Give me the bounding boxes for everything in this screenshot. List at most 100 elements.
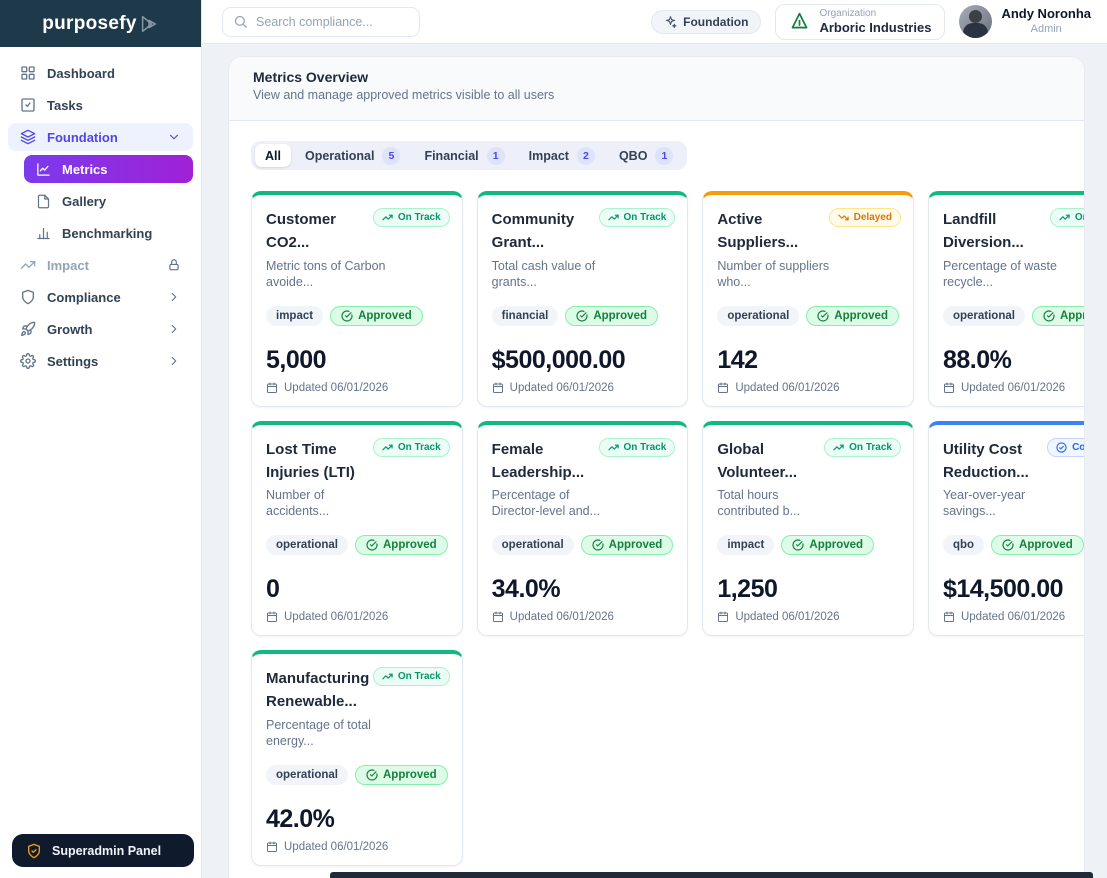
- metric-card[interactable]: Global Volunteer... On Track Total hours…: [702, 420, 914, 636]
- metric-card[interactable]: Customer CO2... On Track Metric tons of …: [251, 191, 463, 407]
- user-menu[interactable]: Andy Noronha Admin: [959, 5, 1095, 38]
- approved-badge: Approved: [354, 535, 448, 555]
- metric-title: Customer CO2...: [266, 211, 337, 252]
- sidebar-item-gallery[interactable]: Gallery: [24, 187, 193, 215]
- sidebar-item-label: Tasks: [47, 97, 83, 113]
- filter-tab[interactable]: QBO 1: [609, 144, 683, 167]
- approved-label: Approved: [1059, 309, 1085, 322]
- user-role: Admin: [1030, 23, 1062, 36]
- sidebar-item-label: Growth: [47, 321, 93, 337]
- approved-badge: Approved: [991, 535, 1084, 555]
- badge-check-icon: [792, 539, 804, 551]
- metric-description: Year-over-year savings...: [942, 488, 1026, 519]
- sidebar-item-foundation[interactable]: Foundation: [8, 123, 193, 151]
- status-badge: On Track: [372, 667, 450, 686]
- metric-card[interactable]: Lost Time Injuries (LTI) On Track Number…: [251, 420, 463, 636]
- sidebar-item-growth[interactable]: Growth: [8, 315, 193, 343]
- trend-up-icon: [833, 442, 844, 453]
- organization-name: Arboric Industries: [819, 19, 932, 35]
- approved-label: Approved: [358, 309, 412, 322]
- sidebar-item-dashboard[interactable]: Dashboard: [8, 59, 193, 87]
- approved-badge: Approved: [781, 535, 875, 555]
- organization-logo: [789, 11, 810, 32]
- approved-label: Approved: [1019, 539, 1073, 551]
- metric-value: 1,250: [717, 575, 778, 603]
- shield-icon: [20, 289, 36, 305]
- metric-value: 142: [717, 345, 758, 374]
- trend-up-icon: [382, 212, 393, 223]
- updated-label: Updated 06/01/2026: [284, 611, 389, 623]
- sidebar-nav: Dashboard Tasks Foundation Metrics Galle…: [0, 47, 201, 375]
- organization-selector[interactable]: Organization Arboric Industries: [775, 3, 946, 40]
- status-label: On Track: [397, 441, 441, 453]
- approved-label: Approved: [593, 309, 647, 322]
- filter-tab[interactable]: All: [255, 144, 291, 167]
- updated-row: Updated 06/01/2026: [266, 611, 448, 623]
- page-title: Metrics Overview: [253, 69, 369, 85]
- metric-card[interactable]: Manufacturing Renewable... On Track Perc…: [251, 650, 463, 866]
- page-subtitle: View and manage approved metrics visible…: [253, 88, 555, 102]
- status-badge: On Track: [598, 437, 676, 457]
- sidebar-item-compliance[interactable]: Compliance: [8, 283, 193, 311]
- sidebar-item-metrics[interactable]: Metrics: [24, 155, 193, 183]
- status-label: On Track: [623, 441, 667, 453]
- check-circle-icon: [1056, 441, 1067, 453]
- sidebar-item-tasks[interactable]: Tasks: [8, 91, 193, 119]
- approved-label: Approved: [382, 768, 437, 781]
- filter-tab[interactable]: Financial 1: [414, 144, 514, 167]
- calendar-icon: [266, 382, 278, 394]
- tag-row: financial Approved: [491, 305, 674, 326]
- module-badge-foundation[interactable]: Foundation: [651, 9, 762, 34]
- partially-visible-bottom-bar: [330, 872, 1093, 878]
- superadmin-panel-button[interactable]: Superadmin Panel: [12, 834, 194, 867]
- filter-tab-label: All: [265, 148, 281, 163]
- metric-card[interactable]: Landfill Diversion... On Track Percentag…: [927, 191, 1085, 407]
- filter-count-badge: 2: [576, 146, 595, 165]
- status-label: Complete: [1072, 441, 1085, 453]
- trend-up-icon: [607, 212, 619, 223]
- brand-logo-text: purposefy: [42, 12, 137, 34]
- chevron-down-icon: [167, 130, 181, 144]
- sidebar-item-label: Dashboard: [47, 65, 115, 81]
- tag-row: impact Approved: [717, 535, 899, 555]
- badge-check-icon: [817, 309, 829, 322]
- search-input[interactable]: [256, 14, 396, 29]
- sidebar-item-benchmarking[interactable]: Benchmarking: [24, 219, 193, 247]
- sidebar-item-settings[interactable]: Settings: [8, 347, 193, 375]
- sidebar-item-label: Metrics: [62, 161, 108, 177]
- badge-check-icon: [341, 309, 353, 322]
- status-badge: Complete: [1047, 437, 1085, 457]
- topbar-right: Foundation Organization Arboric Industri…: [651, 3, 1095, 40]
- updated-label: Updated 06/01/2026: [284, 381, 389, 394]
- metric-cards-grid: Customer CO2... On Track Metric tons of …: [229, 170, 1084, 866]
- metric-title: Community Grant...: [491, 211, 575, 252]
- metric-description: Percentage of waste recycle...: [942, 258, 1057, 289]
- sidebar-item-impact[interactable]: Impact: [8, 251, 193, 279]
- metric-card[interactable]: Community Grant... On Track Total cash v…: [476, 191, 689, 407]
- metric-card[interactable]: Active Suppliers... Delayed Number of su…: [702, 191, 914, 407]
- filter-tab[interactable]: Operational 5: [295, 144, 410, 167]
- metric-card[interactable]: Utility Cost Reduction... Complete Year-…: [927, 420, 1085, 636]
- rocket-icon: [20, 321, 36, 337]
- tag-row: operational Approved: [942, 305, 1085, 326]
- metric-value: 42.0%: [266, 804, 335, 833]
- avatar: [959, 5, 993, 38]
- metric-description: Percentage of Director-level and...: [491, 488, 601, 519]
- sidebar-item-label: Benchmarking: [62, 225, 153, 241]
- metric-card[interactable]: Female Leadership... On Track Percentage…: [476, 420, 689, 636]
- updated-row: Updated 06/01/2026: [266, 841, 448, 853]
- filter-count-badge: 1: [655, 146, 674, 165]
- brand-chevron-icon: [139, 14, 159, 34]
- user-name: Andy Noronha: [1001, 6, 1091, 22]
- metric-value: 5,000: [266, 345, 327, 374]
- filter-tab[interactable]: Impact 2: [519, 144, 605, 167]
- category-tag: impact: [266, 305, 324, 326]
- bar-chart-icon: [36, 226, 51, 241]
- file-icon: [36, 194, 51, 209]
- metric-description: Total cash value of grants...: [491, 258, 596, 289]
- updated-row: Updated 06/01/2026: [943, 382, 1084, 394]
- trend-up-icon: [382, 442, 393, 453]
- search-box[interactable]: [222, 6, 420, 37]
- metric-description: Number of suppliers who...: [717, 258, 830, 289]
- tag-row: operational Approved: [266, 764, 448, 785]
